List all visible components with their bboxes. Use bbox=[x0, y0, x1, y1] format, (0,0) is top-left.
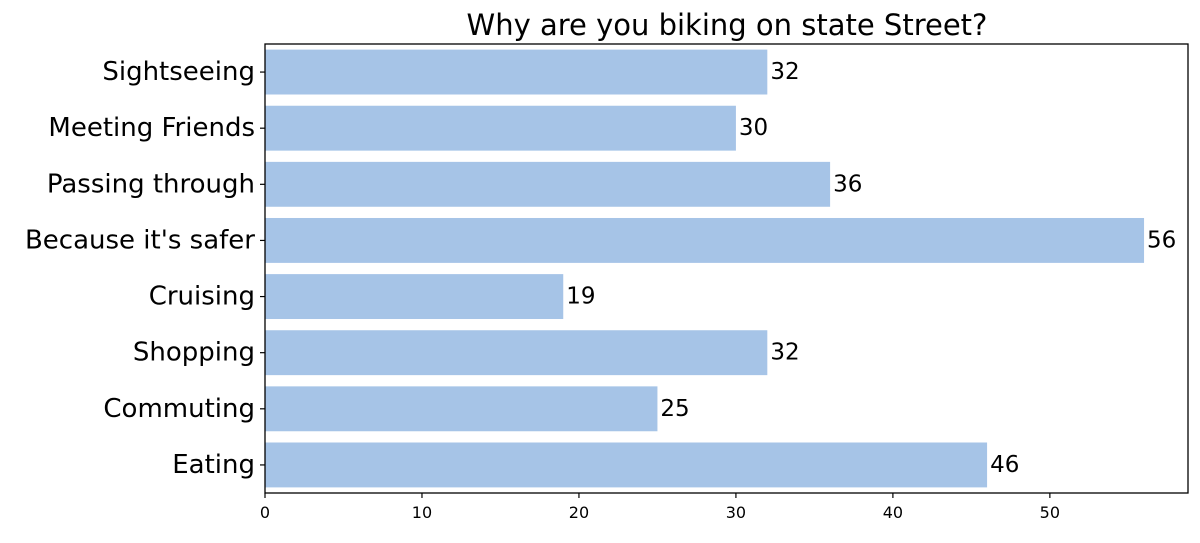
category-label: Shopping bbox=[133, 338, 255, 368]
category-label: Eating bbox=[172, 450, 255, 480]
bar-value-label: 56 bbox=[1147, 227, 1176, 253]
x-tick-label: 30 bbox=[726, 503, 746, 522]
bar bbox=[265, 217, 1145, 263]
bars-group: 32 30 36 56 19 32 25 46 bbox=[265, 49, 1176, 488]
category-label: Cruising bbox=[149, 282, 255, 312]
bar bbox=[265, 442, 988, 488]
bar-value-label: 19 bbox=[566, 284, 595, 310]
bar-value-label: 36 bbox=[833, 171, 862, 197]
bar bbox=[265, 274, 564, 320]
bar bbox=[265, 330, 768, 376]
category-label: Meeting Friends bbox=[48, 113, 255, 143]
category-label: Because it's safer bbox=[25, 225, 255, 255]
bar bbox=[265, 49, 768, 95]
chart-title: Why are you biking on state Street? bbox=[467, 8, 988, 42]
category-label: Commuting bbox=[103, 394, 255, 424]
axes-group: Sightseeing Meeting Friends Passing throug… bbox=[25, 43, 1189, 522]
bar-value-label: 32 bbox=[770, 340, 799, 366]
x-tick-label: 50 bbox=[1040, 503, 1060, 522]
x-tick-label: 40 bbox=[883, 503, 903, 522]
bar-value-label: 46 bbox=[990, 452, 1019, 478]
x-tick-label: 0 bbox=[260, 503, 270, 522]
bar-value-label: 32 bbox=[770, 59, 799, 85]
x-tick-label: 10 bbox=[412, 503, 432, 522]
plot-frame bbox=[264, 43, 1189, 494]
category-label: Sightseeing bbox=[102, 57, 255, 87]
category-label: Passing through bbox=[47, 169, 255, 199]
x-tick-label: 20 bbox=[569, 503, 589, 522]
bar bbox=[265, 105, 736, 151]
bar-value-label: 25 bbox=[660, 396, 689, 422]
bar bbox=[265, 161, 831, 207]
bar bbox=[265, 386, 658, 432]
bar-value-label: 30 bbox=[739, 115, 768, 141]
